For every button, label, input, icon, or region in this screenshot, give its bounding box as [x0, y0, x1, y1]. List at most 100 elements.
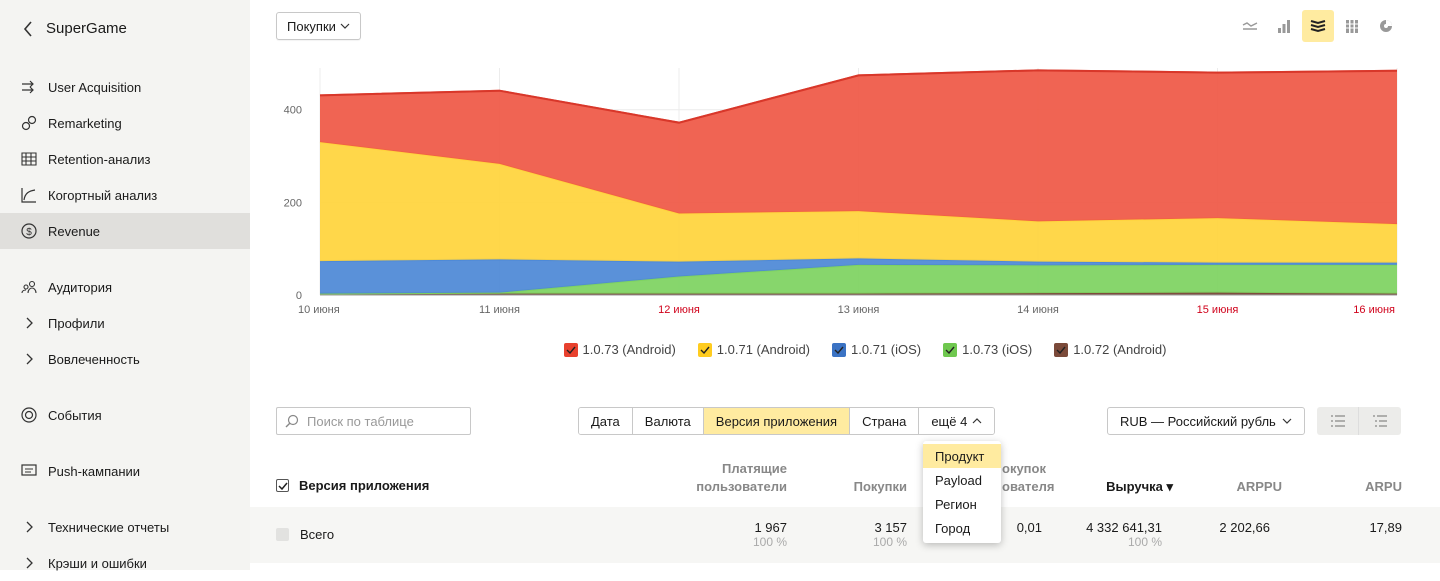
- sidebar-item-retention[interactable]: Retention-анализ: [0, 141, 250, 177]
- legend-item[interactable]: 1.0.73 (iOS): [943, 342, 1032, 357]
- legend-checkbox[interactable]: [563, 342, 578, 357]
- column-header-arpu[interactable]: ARPU: [1365, 479, 1402, 494]
- cell-arppu: 2 202,66: [1190, 520, 1270, 535]
- cell-value: 0,01: [1016, 520, 1042, 535]
- sidebar-item-events[interactable]: События: [0, 397, 250, 433]
- more-groups-button[interactable]: ещё 4: [919, 408, 995, 434]
- checkmark-icon: [834, 346, 844, 354]
- area-series-line-3: [319, 141, 1398, 226]
- cell-value: 2 202,66: [1219, 520, 1270, 535]
- grid-icon: [20, 150, 38, 168]
- legend-checkbox[interactable]: [943, 342, 958, 357]
- row-checkbox[interactable]: [276, 528, 289, 541]
- column-header-purchases-per-user[interactable]: окупок ователя: [1002, 460, 1055, 496]
- currency-value: RUB — Российский рубль: [1120, 413, 1276, 429]
- y-tick-label: 0: [296, 290, 302, 302]
- cell-value: 4 332 641,31: [1086, 520, 1162, 535]
- sidebar-item-tech-reports[interactable]: Технические отчеты: [0, 509, 250, 545]
- sidebar-item-cohort[interactable]: Когортный анализ: [0, 177, 250, 213]
- group-app-version-button[interactable]: Версия приложения: [703, 408, 851, 434]
- dropdown-item-payload[interactable]: Payload: [935, 472, 982, 488]
- x-tick-label: 16 июня: [1353, 304, 1395, 316]
- group-date-button[interactable]: Дата: [579, 408, 633, 434]
- x-tick-label: 11 июня: [479, 304, 520, 316]
- stacked-bar-button[interactable]: [1336, 10, 1368, 42]
- bar-chart-button[interactable]: [1268, 10, 1300, 42]
- column-header-label: Версия приложения: [299, 478, 430, 493]
- table-row-total[interactable]: Всего 1 967 100 % 3 157 100 % 0,01 4 332…: [250, 507, 1440, 563]
- chart-type-switcher: [1234, 10, 1402, 42]
- y-tick-label: 400: [284, 105, 302, 117]
- stacked-area-button[interactable]: [1302, 10, 1334, 42]
- x-tick-label: 12 июня: [658, 304, 700, 316]
- legend-checkbox[interactable]: [697, 342, 712, 357]
- search-input[interactable]: [307, 413, 467, 429]
- app-title[interactable]: SuperGame: [22, 20, 127, 37]
- checkmark-icon: [277, 482, 288, 490]
- header-line: окупок: [1002, 461, 1046, 476]
- legend-item[interactable]: 1.0.73 (Android): [563, 342, 676, 357]
- legend-checkbox[interactable]: [1054, 342, 1069, 357]
- column-header-app-version[interactable]: Версия приложения: [276, 478, 429, 493]
- dropdown-item-region[interactable]: Регион: [935, 496, 977, 512]
- chevron-right-icon: [26, 521, 33, 533]
- group-label: Дата: [591, 413, 620, 429]
- legend-label: 1.0.71 (iOS): [851, 342, 922, 357]
- area-top-outline: [319, 69, 1398, 124]
- target-icon: [20, 406, 38, 424]
- table-search[interactable]: [276, 407, 471, 435]
- dropdown-item-product[interactable]: Продукт: [923, 444, 1001, 468]
- sidebar-item-engagement[interactable]: Вовлеченность: [0, 341, 250, 377]
- people-icon: [20, 278, 38, 296]
- column-header-arppu[interactable]: ARPPU: [1236, 479, 1282, 494]
- checkmark-icon: [945, 346, 955, 354]
- cell-paying-users: 1 967 100 %: [670, 520, 787, 550]
- sidebar-item-label: Remarketing: [48, 115, 122, 131]
- dollar-icon: $: [20, 222, 38, 240]
- sidebar-item-audience[interactable]: Аудитория: [0, 269, 250, 305]
- currency-select[interactable]: RUB — Российский рубль: [1107, 407, 1305, 435]
- column-header-purchases[interactable]: Покупки: [853, 479, 907, 494]
- sidebar-item-remarketing[interactable]: Remarketing: [0, 105, 250, 141]
- group-country-button[interactable]: Страна: [850, 408, 920, 434]
- sidebar-item-crashes[interactable]: Крэши и ошибки: [0, 545, 250, 581]
- table-view-toggle: [1317, 407, 1401, 435]
- legend-item[interactable]: 1.0.71 (iOS): [832, 342, 921, 357]
- header-line: ователя: [1002, 479, 1055, 494]
- x-tick-label: 14 июня: [1017, 304, 1059, 316]
- sidebar-item-revenue[interactable]: $ Revenue: [0, 213, 250, 249]
- link-icon: [20, 114, 38, 132]
- area-series-line-1: [319, 263, 1397, 295]
- header-line: Платящие: [722, 461, 787, 476]
- metric-select[interactable]: Покупки: [276, 12, 361, 40]
- group-currency-button[interactable]: Валюта: [632, 408, 704, 434]
- stacked-bar-icon: [1345, 20, 1359, 33]
- bar-chart-icon: [1278, 20, 1290, 33]
- select-all-checkbox[interactable]: [276, 479, 289, 492]
- sidebar-item-push[interactable]: Push-кампании: [0, 453, 250, 489]
- back-arrow-icon[interactable]: [22, 20, 34, 37]
- sidebar-item-profiles[interactable]: Профили: [0, 305, 250, 341]
- stacked-area-icon: [1310, 20, 1326, 33]
- curve-icon: [20, 186, 38, 204]
- pie-chart-button[interactable]: [1370, 10, 1402, 42]
- x-tick-label: 15 июня: [1197, 304, 1239, 316]
- legend-checkbox[interactable]: [832, 342, 847, 357]
- column-header-revenue[interactable]: Выручка ▾: [1106, 479, 1173, 494]
- sidebar-item-user-acquisition[interactable]: User Acquisition: [0, 69, 250, 105]
- chevron-down-icon: [1282, 418, 1292, 424]
- legend-item[interactable]: 1.0.71 (Android): [697, 342, 810, 357]
- legend-label: 1.0.72 (Android): [1073, 342, 1167, 357]
- sidebar-item-label: Профили: [48, 315, 105, 331]
- column-header-paying-users[interactable]: Платящие пользователи: [670, 460, 787, 496]
- tree-list-button[interactable]: [1359, 407, 1401, 435]
- line-chart-button[interactable]: [1234, 10, 1266, 42]
- legend-item[interactable]: 1.0.72 (Android): [1054, 342, 1166, 357]
- y-tick-label: 200: [284, 197, 302, 209]
- flat-list-button[interactable]: [1317, 407, 1359, 435]
- sidebar-item-label: Когортный анализ: [48, 187, 158, 203]
- search-icon: [285, 414, 299, 428]
- chevron-right-icon: [26, 353, 33, 365]
- legend-label: 1.0.73 (iOS): [962, 342, 1033, 357]
- dropdown-item-city[interactable]: Город: [935, 520, 971, 536]
